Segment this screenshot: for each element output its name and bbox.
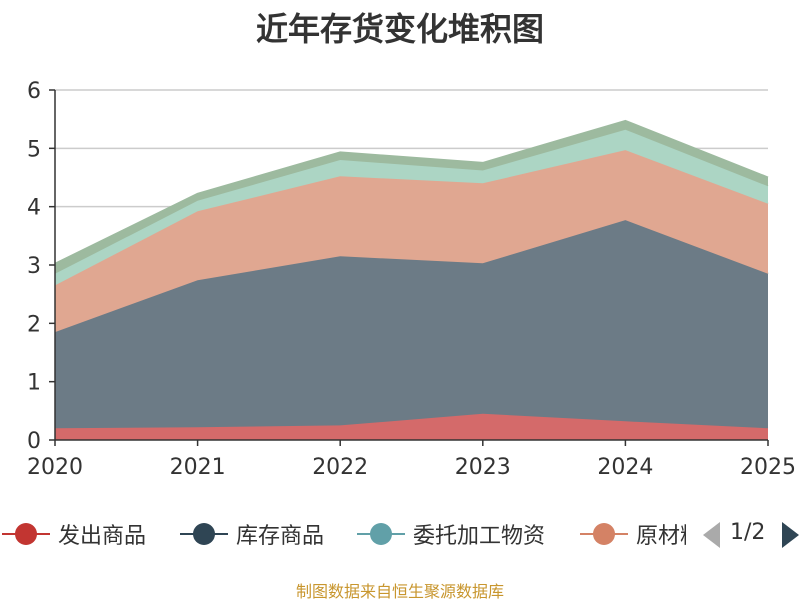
x-tick-label: 2025	[740, 455, 796, 480]
legend-label: 原材料	[636, 524, 686, 549]
legend-marker-icon	[0, 514, 52, 554]
x-tick-label: 2023	[455, 455, 511, 480]
legend-marker-icon	[355, 514, 407, 554]
y-tick-label: 2	[27, 312, 41, 337]
legend-item[interactable]: 原材料	[578, 514, 686, 554]
y-tick-label: 4	[27, 196, 41, 221]
legend-items: 发出商品 库存商品 委托加工物资 原材料	[0, 514, 686, 554]
chart-title: 近年存货变化堆积图	[255, 10, 544, 48]
legend-marker-icon	[178, 514, 230, 554]
legend-page-indicator: 1/2	[730, 520, 766, 545]
legend-label: 委托加工物资	[413, 524, 546, 549]
x-tick-label: 2024	[597, 455, 653, 480]
area-series-line-5	[54, 119, 769, 265]
area-series-5	[55, 120, 768, 274]
legend: 发出商品 库存商品 委托加工物资 原材料 1/2	[0, 514, 800, 554]
legend-label: 发出商品	[58, 524, 147, 549]
legend-marker-icon	[578, 514, 630, 554]
legend-label: 库存商品	[236, 524, 325, 549]
legend-prev-page-icon[interactable]	[703, 522, 720, 548]
legend-item[interactable]: 库存商品	[178, 514, 324, 554]
axes: 0 1 2 3 4 5 6 2020 2021 2022 2023 2024 2025	[27, 79, 796, 480]
legend-item[interactable]: 委托加工物资	[355, 514, 545, 554]
legend-item[interactable]: 发出商品	[0, 514, 146, 554]
y-tick-label: 5	[27, 137, 41, 162]
x-tick-label: 2021	[170, 455, 226, 480]
y-tick-label: 1	[27, 371, 41, 396]
y-tick-label: 6	[27, 79, 41, 104]
legend-next-page-icon[interactable]	[782, 522, 799, 548]
area-series	[54, 119, 769, 440]
x-tick-label: 2022	[312, 455, 368, 480]
y-tick-label: 3	[27, 254, 41, 279]
area-series-4	[55, 129, 768, 286]
x-tick-label: 2020	[27, 455, 83, 480]
area-series-2	[55, 220, 768, 429]
y-tick-label: 0	[27, 429, 41, 454]
area-series-3	[55, 150, 768, 333]
data-source-note: 制图数据来自恒生聚源数据库	[295, 582, 504, 601]
